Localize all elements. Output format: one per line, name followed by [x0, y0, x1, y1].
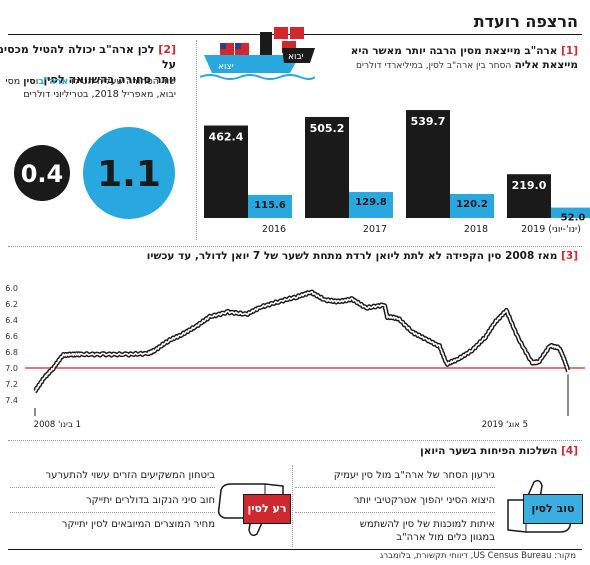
trade-bar-chart: 462.4 115.6 2016 505.2 129.8 2017 539.7 120.2 20…	[204, 110, 590, 234]
good-item-2: היצוא הסיני יהפוך אטרקטיבי יותר	[353, 495, 495, 506]
bar-imports-0	[248, 194, 292, 218]
good-item-4: במגוון כלים מול ארה"ב	[396, 532, 495, 543]
sub-line2: יבוא, מאפריל 2018, בטריליוני דולרים	[23, 89, 176, 100]
ytick-3: 6.6	[5, 332, 18, 341]
section-divider	[196, 40, 197, 240]
good-label: טוב לסין	[523, 494, 583, 524]
section3-title: [3] מאז 2008 סין הקפידה לא לתת ליואן לרד…	[147, 250, 578, 262]
bar-exports-label-0: 462.4	[209, 131, 244, 144]
section4-title: [4] השלכות הפיחות בשער היואן	[420, 445, 578, 457]
page-title: הרצפה רועדת	[473, 12, 578, 31]
section3-num: [3]	[561, 250, 578, 262]
yuan-line-chart: 6.0 6.2 6.4 6.6 6.8 7.0 7.2 7.4 1 בינו' 2008 5 או…	[5, 284, 585, 430]
bar-imports-label-1: 129.8	[355, 197, 387, 208]
section1-title: [1] ארה"ב מייצאת מסין הרבה יותר מאשר היא…	[308, 44, 578, 73]
end-label: 5 אוג' 2019	[482, 420, 528, 430]
section4-divider	[292, 465, 293, 547]
bar-imports-label-0: 115.6	[254, 200, 286, 211]
bar-year-label-3: 2019 (ינו'-יוני)	[521, 224, 581, 234]
bar-imports-2	[450, 193, 494, 218]
ytick-4: 6.8	[5, 348, 18, 357]
ytick-2: 6.4	[5, 316, 18, 325]
section1-subtitle: הסחר בין ארה"ב לסין, במיליארדי דולרים	[355, 61, 512, 71]
section1-num: [1]	[561, 45, 578, 57]
section2-title-line1: לכן ארה"ב יכולה להטיל מכסים על	[0, 43, 176, 71]
ytick-7: 7.4	[5, 396, 18, 405]
bar-exports-label-1: 505.2	[310, 122, 345, 135]
sub-china: סין	[23, 76, 36, 87]
sub-us: ארה"ב	[38, 76, 69, 87]
ytick-5: 7.0	[5, 364, 18, 373]
yuan-line	[34, 291, 569, 392]
china-bubble	[14, 145, 70, 201]
good-rule-1	[295, 487, 495, 488]
sub-line1-b: מסי	[5, 76, 21, 87]
trade-ship-illustration: יצוא יבוא	[200, 27, 315, 80]
source-note: מקור: US Census Bureau, דיווחי תקשורת, ב…	[379, 551, 576, 561]
bar-imports-3	[551, 207, 590, 218]
good-rule-2	[295, 512, 495, 513]
bar-exports-label-2: 539.7	[411, 115, 446, 128]
ytick-1: 6.2	[5, 300, 18, 309]
bad-item-1: ביטחון המשקיעים הזרים עשוי להתערער	[45, 470, 216, 481]
start-label: 1 בינו' 2008	[34, 420, 81, 430]
bad-item-2: חוב סיני הנקוב בדולרים יתייקר	[85, 495, 215, 506]
bad-label: רע לסין	[243, 494, 291, 524]
bad-rule-1	[10, 487, 215, 488]
bar-exports-2	[406, 110, 450, 218]
bar-imports-label-3: 52.0	[561, 213, 586, 224]
ytick-0: 6.0	[5, 284, 18, 293]
ytick-6: 7.2	[5, 380, 18, 389]
good-item-3: איתות למוכנות של סין להשתמש	[359, 519, 495, 530]
tariff-bubbles: 0.4 1.1	[14, 125, 177, 221]
section4-rule	[8, 440, 582, 441]
section2-num: [2]	[158, 43, 176, 56]
bar-year-label-2: 2018	[464, 224, 488, 234]
bar-imports-1	[349, 192, 393, 218]
ship-label-china: יבוא	[288, 52, 304, 62]
footer-rule	[8, 549, 582, 550]
us-value: 1.1	[97, 154, 161, 195]
section4-title-text: השלכות הפיחות בשער היואן	[420, 445, 558, 457]
bad-item-3: מחיר המוצרים המיובאים לסין יתייקר	[61, 519, 215, 530]
us-bubble	[81, 125, 177, 221]
ship-label-us: יצוא	[218, 62, 234, 72]
yuan-line-outline	[33, 289, 570, 394]
sub-line1-a: שווי הסחורה שעליה הטילו	[71, 76, 176, 87]
section2-title-line2: יותר סחורה בהשוואה לסין	[43, 73, 177, 86]
bad-rule-2	[10, 512, 215, 513]
section3-title-text: מאז 2008 סין הקפידה לא לתת ליואן לרדת מת…	[146, 250, 558, 262]
bar-year-label-1: 2017	[363, 224, 387, 234]
section3-rule	[8, 246, 582, 247]
bar-exports-label-3: 219.0	[512, 179, 547, 192]
section1-title-line1: ארה"ב מייצאת מסין הרבה יותר מאשר היא	[350, 45, 558, 57]
good-item-1: גירעון הסחר של ארה"ב מול סין יעמיק	[333, 470, 495, 481]
section2-title: [2] לכן ארה"ב יכולה להטיל מכסים על יותר …	[0, 42, 176, 87]
bar-year-label-0: 2016	[262, 224, 286, 234]
section2-subtitle: שווי הסחורה שעליה הטילו ארה"בוסין מסי יב…	[0, 75, 176, 101]
bar-exports-3	[507, 174, 551, 218]
section4-num: [4]	[561, 445, 578, 457]
bar-exports-0	[204, 125, 248, 218]
china-value: 0.4	[21, 160, 64, 188]
bar-imports-label-2: 120.2	[456, 199, 488, 210]
sub-and: ו	[35, 76, 39, 87]
section1-title-line2-bold: מייצאת אליה	[514, 59, 578, 71]
bar-exports-1	[305, 116, 349, 218]
